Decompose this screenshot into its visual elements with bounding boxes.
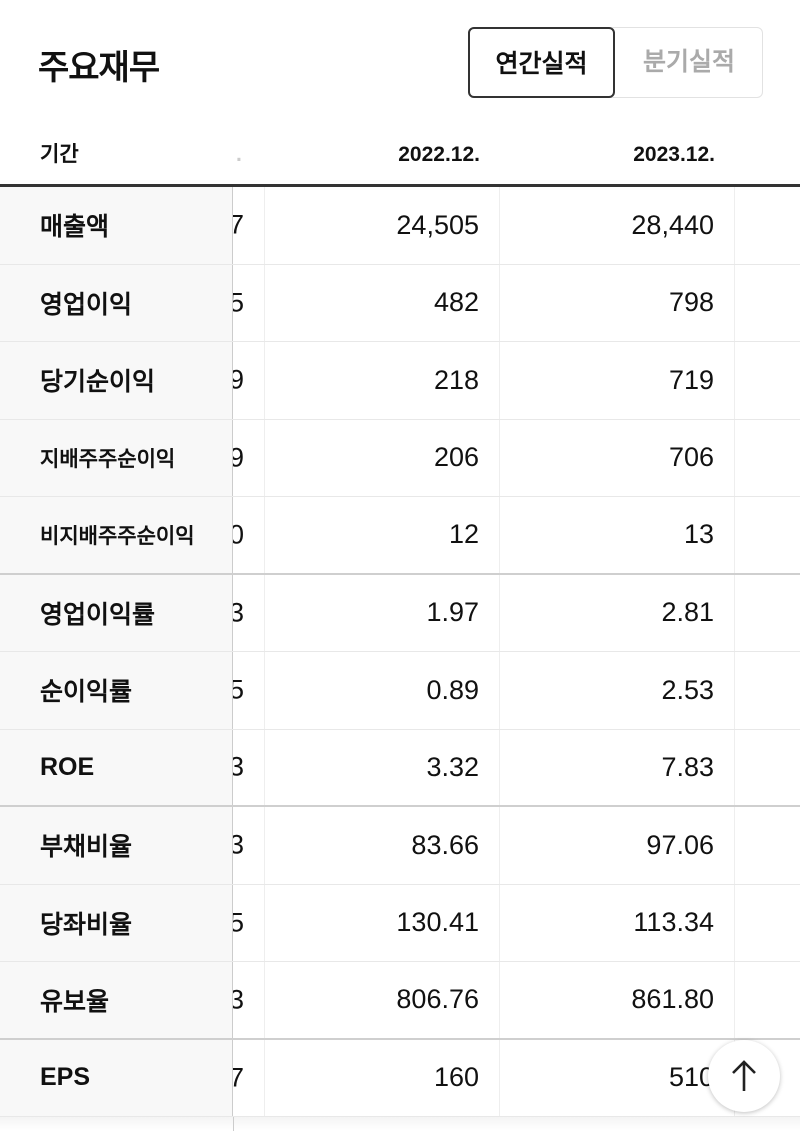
row-label: 부채비율 <box>0 807 233 884</box>
value-2022: 83.66 <box>265 807 500 884</box>
arrow-up-icon <box>732 1060 756 1091</box>
scroll-top-button[interactable] <box>708 1040 780 1112</box>
value-2023: 719 <box>500 342 735 419</box>
partial-cell: 3 <box>233 807 265 884</box>
header-partial: . <box>236 143 242 166</box>
value-2022: 1.97 <box>265 574 500 651</box>
table-row: 영업이익률3 1.972.81 <box>0 574 800 652</box>
partial-cell: 0 <box>233 497 265 573</box>
row-label: 지배주주순이익 <box>0 419 233 496</box>
partial-value: 7 <box>233 210 244 241</box>
partial-value: 3 <box>233 984 244 1015</box>
value-2022: 160 <box>265 1039 500 1116</box>
row-label: EPS <box>0 1039 233 1116</box>
value-2022: 0.89 <box>265 652 500 729</box>
partial-value: 0 <box>233 519 244 550</box>
partial-cell: 5 <box>233 884 265 961</box>
row-label: 비지배주주순이익 <box>0 497 233 573</box>
header-2023: 2023.12. <box>633 143 715 166</box>
table-row: 순이익률5 0.892.53 <box>0 652 800 730</box>
value-2023: 13 <box>500 497 735 573</box>
table-overflow <box>0 1117 800 1131</box>
row-label: 유보율 <box>0 962 233 1038</box>
value-2023: 2.53 <box>500 652 735 729</box>
header-2022: 2022.12. <box>398 143 480 166</box>
partial-cell: 9 <box>233 342 265 419</box>
row-label: 영업이익 <box>0 264 233 341</box>
partial-value: 7 <box>233 1062 244 1093</box>
value-2022: 24,505 <box>265 187 500 264</box>
tab-quarterly[interactable]: 분기실적 <box>642 48 735 76</box>
partial-value: 9 <box>233 442 244 473</box>
partial-cell: 7 <box>233 187 265 264</box>
partial-value: 5 <box>233 675 244 706</box>
partial-cell: 9 <box>233 419 265 496</box>
value-2023: 861.80 <box>500 962 735 1038</box>
row-label: 매출액 <box>0 187 233 264</box>
value-2023: 2.81 <box>500 574 735 651</box>
value-2022: 3.32 <box>265 729 500 805</box>
header-period: 기간 <box>40 143 79 166</box>
partial-cell: 5 <box>233 652 265 729</box>
value-2022: 12 <box>265 497 500 573</box>
partial-value: 3 <box>233 597 244 628</box>
partial-cell: 3 <box>233 729 265 805</box>
value-2023: 113.34 <box>500 884 735 961</box>
partial-cell: 7 <box>233 1039 265 1116</box>
row-label: ROE <box>0 729 233 805</box>
partial-value: 5 <box>233 907 244 938</box>
partial-value: 3 <box>233 830 244 861</box>
tab-annual[interactable]: 연간실적 <box>468 27 615 98</box>
value-2023: 706 <box>500 419 735 496</box>
partial-cell: 3 <box>233 574 265 651</box>
row-label: 순이익률 <box>0 652 233 729</box>
period-tabs: 연간실적 분기실적 <box>468 27 763 98</box>
value-2022: 806.76 <box>265 962 500 1038</box>
partial-value: 5 <box>233 287 244 318</box>
page-title: 주요재무 <box>38 49 160 87</box>
row-label: 당기순이익 <box>0 342 233 419</box>
value-2022: 130.41 <box>265 884 500 961</box>
financial-table[interactable]: 매출액724,50528,440영업이익5482798당기순이익9218719지… <box>0 187 800 1117</box>
value-2023: 798 <box>500 264 735 341</box>
value-2023: 7.83 <box>500 729 735 805</box>
row-label: 영업이익률 <box>0 574 233 651</box>
value-2022: 482 <box>265 264 500 341</box>
partial-cell: 3 <box>233 962 265 1038</box>
value-2022: 218 <box>265 342 500 419</box>
header-divider <box>0 184 800 187</box>
value-2023: 510 <box>500 1039 735 1116</box>
partial-cell: 5 <box>233 264 265 341</box>
partial-value: 9 <box>233 365 244 396</box>
value-2022: 206 <box>265 419 500 496</box>
table-header: 기간 . 2022.12. 2023.12. <box>0 125 800 185</box>
value-2023: 97.06 <box>500 807 735 884</box>
row-label: 당좌비율 <box>0 884 233 961</box>
partial-value: 3 <box>233 752 244 783</box>
value-2023: 28,440 <box>500 187 735 264</box>
